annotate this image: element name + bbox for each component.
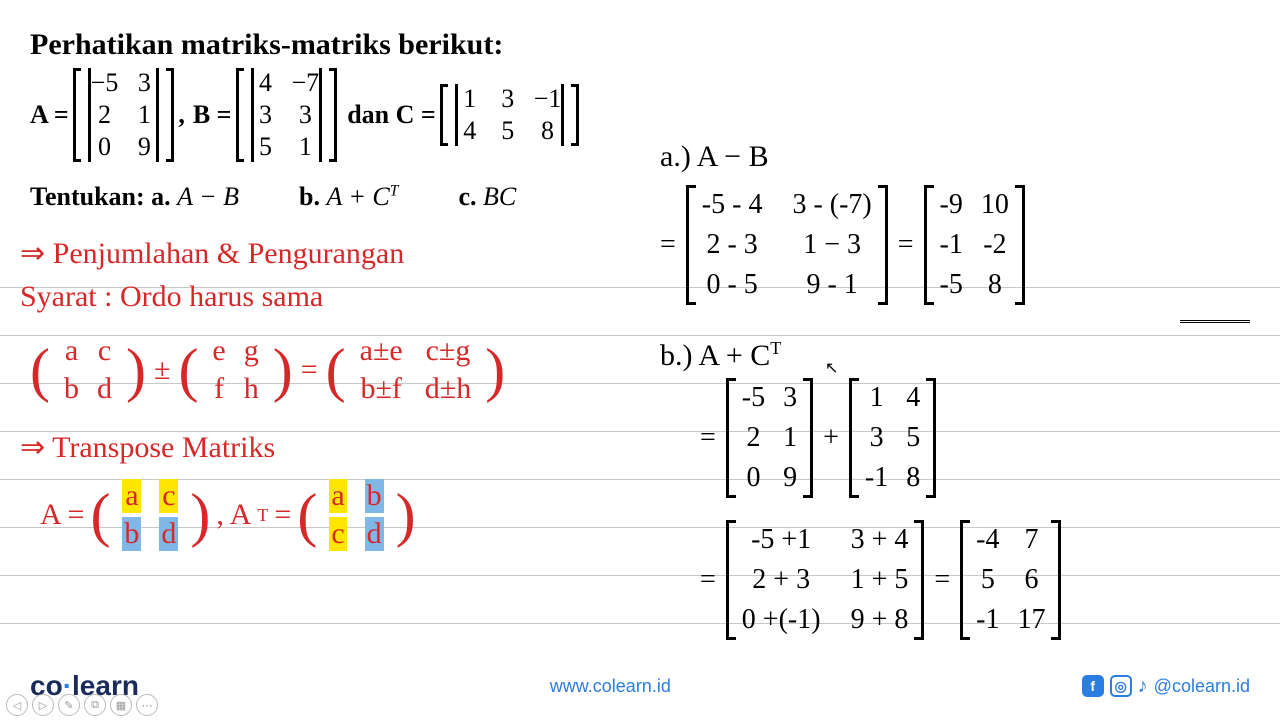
copy-icon[interactable]: ⧉ (84, 694, 106, 716)
double-underline (1180, 320, 1250, 323)
grid-icon[interactable]: ▦ (110, 694, 132, 716)
website-url: www.colearn.id (550, 676, 671, 697)
matrix-definitions: A = −53 21 09 , B = 4−7 33 51 dan C = 13… (30, 68, 579, 162)
play-icon[interactable]: ▷ (32, 694, 54, 716)
edit-icon[interactable]: ✎ (58, 694, 80, 716)
footer: co·learn www.colearn.id f ◎ ♪ @colearn.i… (30, 670, 1250, 702)
note-syarat: Syarat : Ordo harus sama (20, 280, 323, 314)
transpose-example: A = ( ac bd ) , AT= ( ab cd ) (40, 475, 416, 555)
answer-b-line2: = -5 +13 + 4 2 + 31 + 5 0 +(-1)9 + 8 = -… (700, 520, 1061, 640)
tiktok-icon: ♪ (1138, 675, 1148, 698)
answer-a-label: a.) A − B (660, 140, 769, 174)
problem-title: Perhatikan matriks-matriks berikut: (30, 28, 503, 62)
cursor-icon: ↖ (825, 358, 838, 378)
answer-b-line1: = -53 21 09 + 14 35 -18 (700, 378, 936, 498)
answer-a-work: = -5 - 43 - (-7) 2 - 31 − 3 0 - 59 - 1 =… (660, 185, 1025, 305)
label-C: dan C = (347, 100, 436, 130)
playback-controls[interactable]: ◁ ▷ ✎ ⧉ ▦ ⋯ (6, 694, 158, 716)
prev-icon[interactable]: ◁ (6, 694, 28, 716)
instagram-icon: ◎ (1110, 675, 1132, 697)
social-handle: @colearn.id (1154, 676, 1250, 697)
social-links: f ◎ ♪ @colearn.id (1082, 675, 1250, 698)
more-icon[interactable]: ⋯ (136, 694, 158, 716)
label-A: A = (30, 100, 69, 130)
facebook-icon: f (1082, 675, 1104, 697)
tentukan-row: Tentukan: a. A − B b. A + CT c. BC (30, 182, 516, 212)
answer-b-label: b.) A + CT (660, 338, 781, 373)
note-transpose: ⇒ Transpose Matriks (20, 430, 275, 465)
formula-pm: ( ac bd ) ± ( eg fh ) = ( a±ec±g b±fd±h … (30, 330, 505, 410)
note-penjumlahan: ⇒ Penjumlahan & Pengurangan (20, 236, 404, 271)
label-B: B = (193, 100, 232, 130)
